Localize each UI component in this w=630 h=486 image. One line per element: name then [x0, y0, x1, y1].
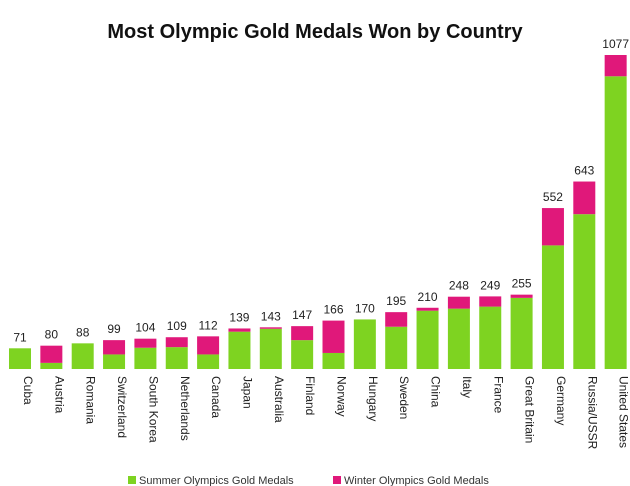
category-labels-group: Cuba Austria Romania Switzerland South Korea… — [21, 376, 630, 450]
value-label: 112 — [199, 318, 218, 332]
bar-summer-china — [416, 310, 439, 369]
bar-winter-japan — [228, 328, 251, 332]
category-label: Austria — [52, 376, 66, 414]
value-label: 166 — [323, 303, 343, 317]
bar-summer-russia-ussr — [573, 214, 596, 369]
value-label: 249 — [480, 278, 500, 292]
bar-winter-netherlands — [165, 337, 188, 348]
bar-summer-great-britain — [510, 297, 533, 369]
bar-summer-united-states — [604, 76, 627, 369]
bar-winter-france — [479, 296, 502, 307]
value-label: 147 — [292, 308, 312, 322]
bar-summer-hungary — [353, 319, 376, 369]
value-label: 552 — [543, 190, 563, 204]
chart-title: Most Olympic Gold Medals Won by Country — [107, 21, 523, 43]
bar-winter-australia — [259, 327, 282, 329]
legend-swatch-winter — [333, 476, 341, 484]
value-label: 104 — [135, 321, 155, 335]
bar-winter-canada — [197, 336, 220, 355]
bar-summer-australia — [259, 328, 282, 369]
category-label: Cuba — [21, 376, 35, 405]
bar-winter-finland — [291, 326, 314, 341]
category-label: Norway — [335, 376, 349, 417]
value-label: 139 — [229, 310, 249, 324]
bar-winter-austria — [40, 345, 63, 363]
bar-winter-norway — [322, 320, 345, 353]
legend-swatch-summer — [128, 476, 136, 484]
value-label: 248 — [449, 279, 469, 293]
bars-group — [9, 55, 627, 369]
legend-label-winter: Winter Olympics Gold Medals — [344, 475, 489, 486]
bar-winter-great-britain — [510, 294, 533, 298]
value-label: 109 — [167, 319, 187, 333]
bar-winter-germany — [541, 208, 564, 246]
category-label: Russia/USSR — [585, 376, 599, 450]
bar-summer-cuba — [9, 348, 31, 369]
bar-summer-switzerland — [103, 354, 126, 369]
bar-winter-switzerland — [103, 340, 126, 355]
value-labels-group: 71 80 88 99 104 109 112 139 143 147 166 170 195 210 24… — [13, 37, 629, 344]
category-label: Canada — [209, 376, 223, 418]
category-label: Finland — [303, 376, 317, 415]
value-label: 143 — [261, 309, 281, 323]
legend: Summer Olympics Gold Medals Winter Olymp… — [128, 475, 489, 486]
bar-summer-sweden — [385, 326, 408, 369]
bar-summer-germany — [541, 245, 564, 369]
category-label: Sweden — [397, 376, 411, 419]
bar-winter-united-states — [604, 55, 627, 77]
category-label: Netherlands — [178, 376, 192, 441]
category-label: France — [491, 376, 505, 414]
value-label: 71 — [13, 330, 27, 344]
bar-winter-sweden — [385, 312, 408, 327]
category-label: Japan — [240, 376, 254, 409]
value-label: 99 — [107, 322, 121, 336]
bar-winter-south-korea — [134, 338, 157, 348]
bar-summer-france — [479, 306, 502, 369]
bar-summer-south-korea — [134, 347, 157, 369]
legend-label-summer: Summer Olympics Gold Medals — [139, 475, 294, 486]
bar-winter-italy — [447, 296, 470, 309]
bar-winter-china — [416, 307, 439, 311]
value-label: 210 — [418, 290, 438, 304]
category-label: Switzerland — [115, 376, 129, 438]
category-label: Australia — [272, 376, 286, 423]
value-label: 255 — [512, 277, 532, 291]
category-label: United States — [617, 376, 630, 448]
category-label: Romania — [84, 376, 98, 424]
category-label: Italy — [460, 376, 474, 398]
bar-summer-canada — [197, 354, 220, 369]
value-label: 80 — [45, 328, 59, 342]
bar-summer-japan — [228, 331, 251, 369]
value-label: 643 — [574, 164, 594, 178]
bar-summer-romania — [71, 343, 94, 369]
category-label: Germany — [554, 376, 568, 425]
bar-summer-norway — [322, 352, 345, 369]
bar-summer-austria — [40, 362, 63, 369]
category-label: China — [429, 376, 443, 408]
category-label: South Korea — [146, 376, 160, 443]
bar-summer-finland — [291, 340, 314, 369]
bar-summer-italy — [447, 308, 470, 369]
value-label: 195 — [386, 294, 406, 308]
bar-winter-russia-ussr — [573, 181, 596, 215]
category-label: Hungary — [366, 376, 380, 421]
value-label: 1077 — [602, 37, 629, 51]
category-label: Great Britain — [523, 376, 537, 443]
bar-summer-netherlands — [165, 347, 188, 369]
value-label: 88 — [76, 325, 90, 339]
value-label: 170 — [355, 301, 375, 315]
